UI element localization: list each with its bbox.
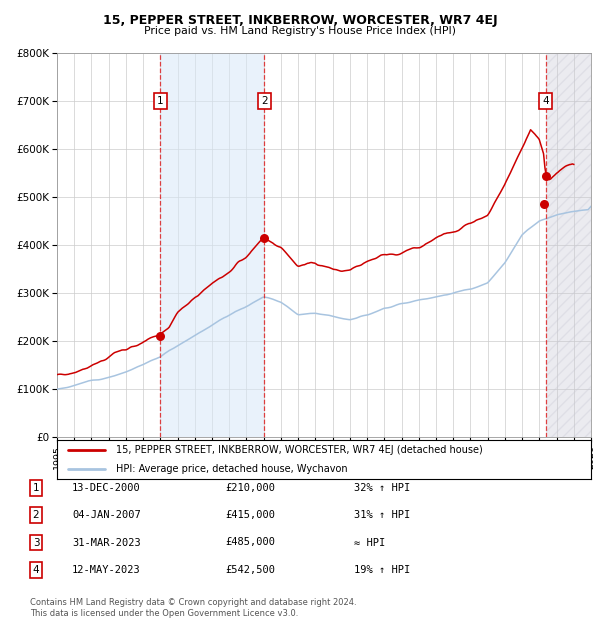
Text: 1: 1 — [157, 95, 164, 106]
Text: 31% ↑ HPI: 31% ↑ HPI — [354, 510, 410, 520]
Text: 32% ↑ HPI: 32% ↑ HPI — [354, 483, 410, 493]
Text: 12-MAY-2023: 12-MAY-2023 — [72, 565, 141, 575]
Text: 19% ↑ HPI: 19% ↑ HPI — [354, 565, 410, 575]
Text: 1: 1 — [32, 483, 40, 493]
Text: 3: 3 — [32, 538, 40, 547]
Text: 4: 4 — [542, 95, 549, 106]
Bar — [545, 53, 599, 437]
Text: Price paid vs. HM Land Registry's House Price Index (HPI): Price paid vs. HM Land Registry's House … — [144, 26, 456, 36]
Text: Contains HM Land Registry data © Crown copyright and database right 2024.
This d: Contains HM Land Registry data © Crown c… — [30, 598, 356, 618]
Text: 13-DEC-2000: 13-DEC-2000 — [72, 483, 141, 493]
Bar — [160, 53, 265, 437]
Text: 15, PEPPER STREET, INKBERROW, WORCESTER, WR7 4EJ (detached house): 15, PEPPER STREET, INKBERROW, WORCESTER,… — [116, 445, 482, 455]
Text: 2: 2 — [32, 510, 40, 520]
Text: £210,000: £210,000 — [225, 483, 275, 493]
Text: HPI: Average price, detached house, Wychavon: HPI: Average price, detached house, Wych… — [116, 464, 347, 474]
Text: £415,000: £415,000 — [225, 510, 275, 520]
Text: 04-JAN-2007: 04-JAN-2007 — [72, 510, 141, 520]
Text: £542,500: £542,500 — [225, 565, 275, 575]
Text: 15, PEPPER STREET, INKBERROW, WORCESTER, WR7 4EJ: 15, PEPPER STREET, INKBERROW, WORCESTER,… — [103, 14, 497, 27]
Text: 2: 2 — [261, 95, 268, 106]
Text: £485,000: £485,000 — [225, 538, 275, 547]
Text: 4: 4 — [32, 565, 40, 575]
Text: 31-MAR-2023: 31-MAR-2023 — [72, 538, 141, 547]
Text: ≈ HPI: ≈ HPI — [354, 538, 385, 547]
